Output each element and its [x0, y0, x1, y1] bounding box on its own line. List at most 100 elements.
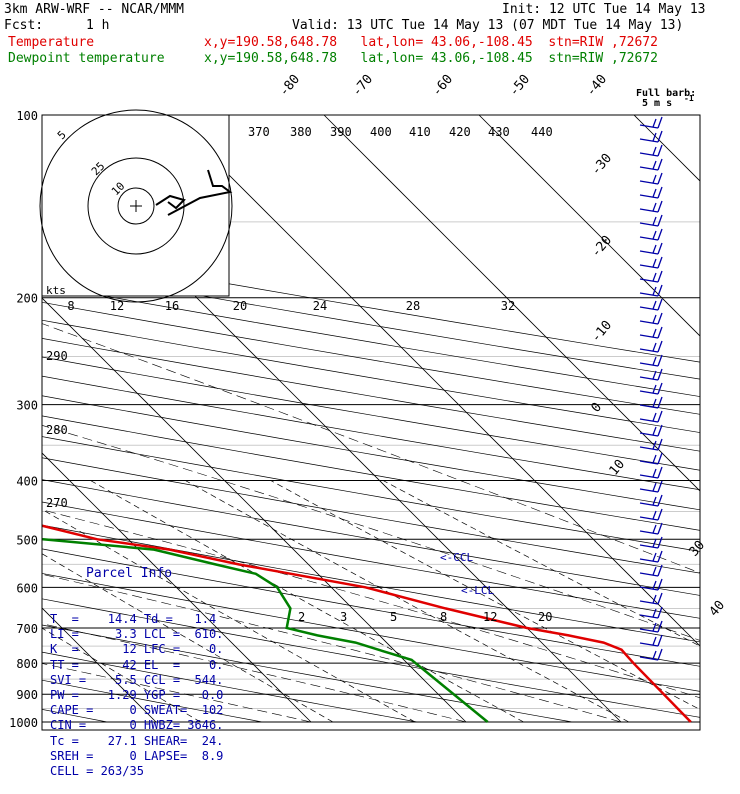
wind-barb	[639, 180, 659, 185]
init-time: Init: 12 UTC Tue 14 May 13	[502, 2, 706, 17]
pressure-tick-label: 800	[16, 657, 38, 671]
wind-barb-flag	[652, 580, 657, 590]
isotherm-label: -40	[584, 72, 611, 100]
wind-barb-flag	[657, 466, 663, 479]
wind-barb-flag	[652, 482, 657, 492]
wind-barb-flag	[657, 326, 663, 339]
dry-adiabat	[42, 548, 700, 667]
wind-barb-flag	[657, 508, 663, 521]
wind-barb-flag	[652, 594, 657, 604]
wind-barb	[639, 404, 659, 409]
dry-adiabat	[42, 624, 573, 723]
isotherm-line	[168, 115, 700, 647]
hodograph-speed-label: 28	[406, 299, 420, 313]
wind-barb-flag	[657, 116, 663, 129]
wind-barb-flag	[657, 186, 663, 199]
wind-barb	[639, 460, 659, 465]
wind-barb	[639, 194, 659, 199]
wind-barb	[639, 362, 659, 367]
mixing-ratio-label: 3	[340, 610, 347, 624]
wind-barb-flag	[657, 536, 663, 549]
wind-barb-flag	[657, 340, 663, 353]
wind-barb-flag	[652, 636, 657, 646]
wind-barb-flag	[652, 398, 657, 408]
mixing-ratio-line	[42, 553, 334, 723]
wind-barbs: Full barb:5 m s -1	[636, 88, 696, 661]
wind-barb-flag	[652, 258, 657, 268]
wind-barb	[639, 530, 659, 535]
theta-label: 440	[531, 125, 553, 139]
wind-barb-flag	[657, 648, 663, 661]
isotherm-label: 0	[589, 400, 606, 416]
wind-barb-flag	[657, 620, 663, 633]
wind-barb-flag	[652, 370, 657, 380]
wind-barb	[639, 236, 659, 241]
wind-barb-flag	[652, 412, 657, 422]
isotherm-line	[0, 115, 1, 722]
wind-barb-flag	[657, 256, 663, 269]
wind-barb-flag	[657, 452, 663, 465]
isotherm-label: -10	[589, 318, 616, 346]
wind-barb-flag	[657, 438, 663, 451]
forecast-label: Fcst:	[4, 18, 44, 33]
wind-barb-flag	[652, 328, 657, 338]
dry-adiabat	[42, 284, 700, 397]
isotherm-line	[478, 115, 700, 337]
barb-legend-exponent: -1	[684, 94, 694, 103]
pressure-tick-label: 900	[16, 688, 38, 702]
wind-barb-flag	[657, 382, 663, 395]
wind-barb-flag	[657, 480, 663, 493]
hodograph-unit: kts	[46, 284, 66, 297]
isotherm-label: -30	[589, 151, 616, 179]
mixing-ratio-line	[270, 480, 700, 710]
parcel-info-row: LI = 3.3 LCL = 610.	[50, 627, 224, 642]
wind-barb-flag	[652, 608, 657, 618]
wind-barb-flag	[657, 606, 663, 619]
theta-label: 420	[449, 125, 471, 139]
wind-barb-flag	[657, 144, 663, 157]
wind-barb-flag	[652, 650, 657, 660]
wind-barb-flag	[652, 356, 657, 366]
wind-barb-flag	[652, 230, 657, 240]
isotherm-label: -60	[430, 72, 457, 100]
parcel-info-row: PW = 1.29 YGP = 0.0	[50, 688, 224, 703]
wind-barb-flag	[652, 244, 657, 254]
theta-label: 400	[370, 125, 392, 139]
mixing-ratio-line	[185, 480, 630, 723]
mixing-ratio-label: 8	[440, 610, 447, 624]
wind-barb-flag	[652, 286, 657, 296]
wind-barb-flag	[652, 566, 657, 576]
dry-adiabat	[42, 598, 700, 718]
mixing-ratio-line	[90, 480, 524, 723]
hodograph-trace	[155, 169, 233, 216]
pressure-tick-label: 100	[16, 109, 38, 123]
dry-adiabat	[42, 573, 700, 692]
wind-barb	[639, 656, 659, 661]
wind-barb	[639, 138, 659, 143]
isotherm-label: -70	[350, 72, 377, 100]
dry-adiabat	[42, 301, 700, 415]
barb-legend-unit: 5 m s	[642, 98, 672, 109]
wind-barb-flag	[652, 160, 657, 170]
dry-adiabat	[42, 338, 700, 452]
wind-barb-flag	[652, 552, 657, 562]
wind-barb	[639, 124, 659, 129]
pressure-tick-label: 400	[16, 474, 38, 488]
isotherm-line	[323, 115, 700, 492]
theta-label: 390	[330, 125, 352, 139]
wind-barb-flag	[657, 578, 663, 591]
moist-adiabat	[42, 425, 700, 641]
parcel-info-title: Parcel Info	[86, 566, 173, 582]
dry-adiabat	[42, 651, 418, 723]
wind-barb-flag	[652, 342, 657, 352]
wind-barb	[639, 502, 659, 507]
dry-adiabat	[42, 524, 700, 643]
wind-barb-flag	[652, 622, 657, 632]
wind-barb-flag	[657, 396, 663, 409]
wind-barb-flag	[657, 228, 663, 241]
temperature-legend: Temperature	[8, 35, 95, 50]
wind-barb	[639, 390, 659, 395]
wind-barb-flag	[652, 538, 657, 548]
theta-label: 270	[46, 496, 68, 510]
